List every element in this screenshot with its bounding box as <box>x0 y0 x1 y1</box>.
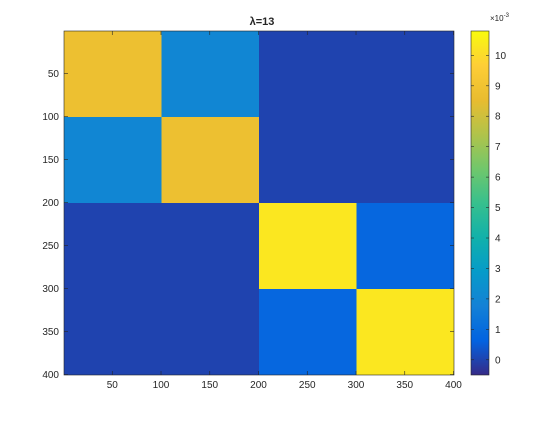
colorbar-tick-label: 10 <box>495 51 507 62</box>
colorbar-tick-label: 4 <box>495 234 501 245</box>
y-tick-label: 250 <box>42 241 59 252</box>
colorbar-gradient <box>471 31 489 375</box>
colorbar-tick-label: 8 <box>495 112 501 123</box>
x-tick-label: 50 <box>107 380 119 391</box>
y-tick-label: 100 <box>42 112 59 123</box>
heatmap-block-8 <box>356 289 454 375</box>
heatmap-block-6 <box>356 203 454 289</box>
heatmap-block-7 <box>259 289 357 375</box>
chart-title: λ=13 <box>250 16 275 28</box>
colorbar-frame <box>470 30 490 376</box>
y-tick-label: 300 <box>42 284 59 295</box>
x-tick-label: 300 <box>348 380 365 391</box>
colorbar-tick-label: 1 <box>495 325 501 336</box>
x-tick-label: 150 <box>201 380 218 391</box>
x-tick-label: 350 <box>396 380 413 391</box>
heatmap-axes: 50 100 150 200 250 300 350 400 50 100 150 200 250 300… <box>42 30 462 391</box>
y-tick-label: 200 <box>42 198 59 209</box>
colorbar-tick-label: 3 <box>495 264 501 275</box>
heatmap-area <box>64 31 454 375</box>
heatmap-block-4 <box>161 117 259 203</box>
colorbar-tick-label: 0 <box>495 355 501 366</box>
colorbar-exponent-label: ×10-3 <box>490 13 510 23</box>
heatmap-block-1 <box>64 31 162 117</box>
colorbar-tick-label: 2 <box>495 294 501 305</box>
colorbar-exponent-base: ×10 <box>490 14 504 23</box>
colorbar-tick-label: 5 <box>495 203 501 214</box>
x-tick-label: 100 <box>153 380 170 391</box>
colorbar: 0 1 2 3 4 5 6 7 8 9 10 <box>470 30 507 376</box>
axes-frame <box>63 30 455 376</box>
heatmap-block-3 <box>64 117 162 203</box>
x-tick-label: 200 <box>250 380 267 391</box>
heatmap-block-2 <box>161 31 259 117</box>
x-tick-label: 400 <box>445 380 462 391</box>
colorbar-exponent-power: -3 <box>504 13 510 19</box>
colorbar-tick-label: 9 <box>495 81 501 92</box>
y-tick-label: 350 <box>42 327 59 338</box>
y-tick-label: 400 <box>42 370 59 381</box>
heatmap-block-5 <box>259 203 357 289</box>
y-tick-label: 150 <box>42 155 59 166</box>
colorbar-tick-label: 7 <box>495 142 501 153</box>
colorbar-tick-label: 6 <box>495 173 501 184</box>
x-tick-label: 250 <box>299 380 316 391</box>
y-tick-label: 50 <box>48 69 60 80</box>
